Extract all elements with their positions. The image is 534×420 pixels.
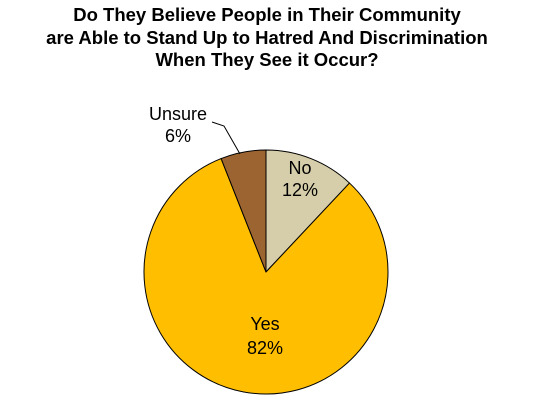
pie-slice-no [265, 149, 351, 273]
chart-title-line-3: When They See it Occur? [155, 49, 379, 70]
chart-title-line-2: are Able to Stand Up to Hatred And Discr… [46, 26, 488, 48]
slice-value-unsure: 6% [165, 126, 191, 146]
leader-lines [211, 121, 241, 155]
pie-slice-yes [143, 158, 389, 395]
slice-label-unsure: Unsure [149, 104, 207, 124]
leader-line-unsure [211, 121, 241, 155]
pie-slices [143, 149, 389, 395]
slice-label-no: No [288, 158, 311, 178]
slice-label-yes: Yes [250, 314, 279, 334]
slice-value-no: 12% [282, 180, 318, 200]
slice-value-yes: 82% [247, 338, 283, 358]
pie-slice-unsure [220, 149, 267, 273]
chart-title-line-1: Do They Believe People in Their Communit… [73, 4, 461, 25]
chart-title: Do They Believe People in Their Communit… [0, 4, 534, 72]
